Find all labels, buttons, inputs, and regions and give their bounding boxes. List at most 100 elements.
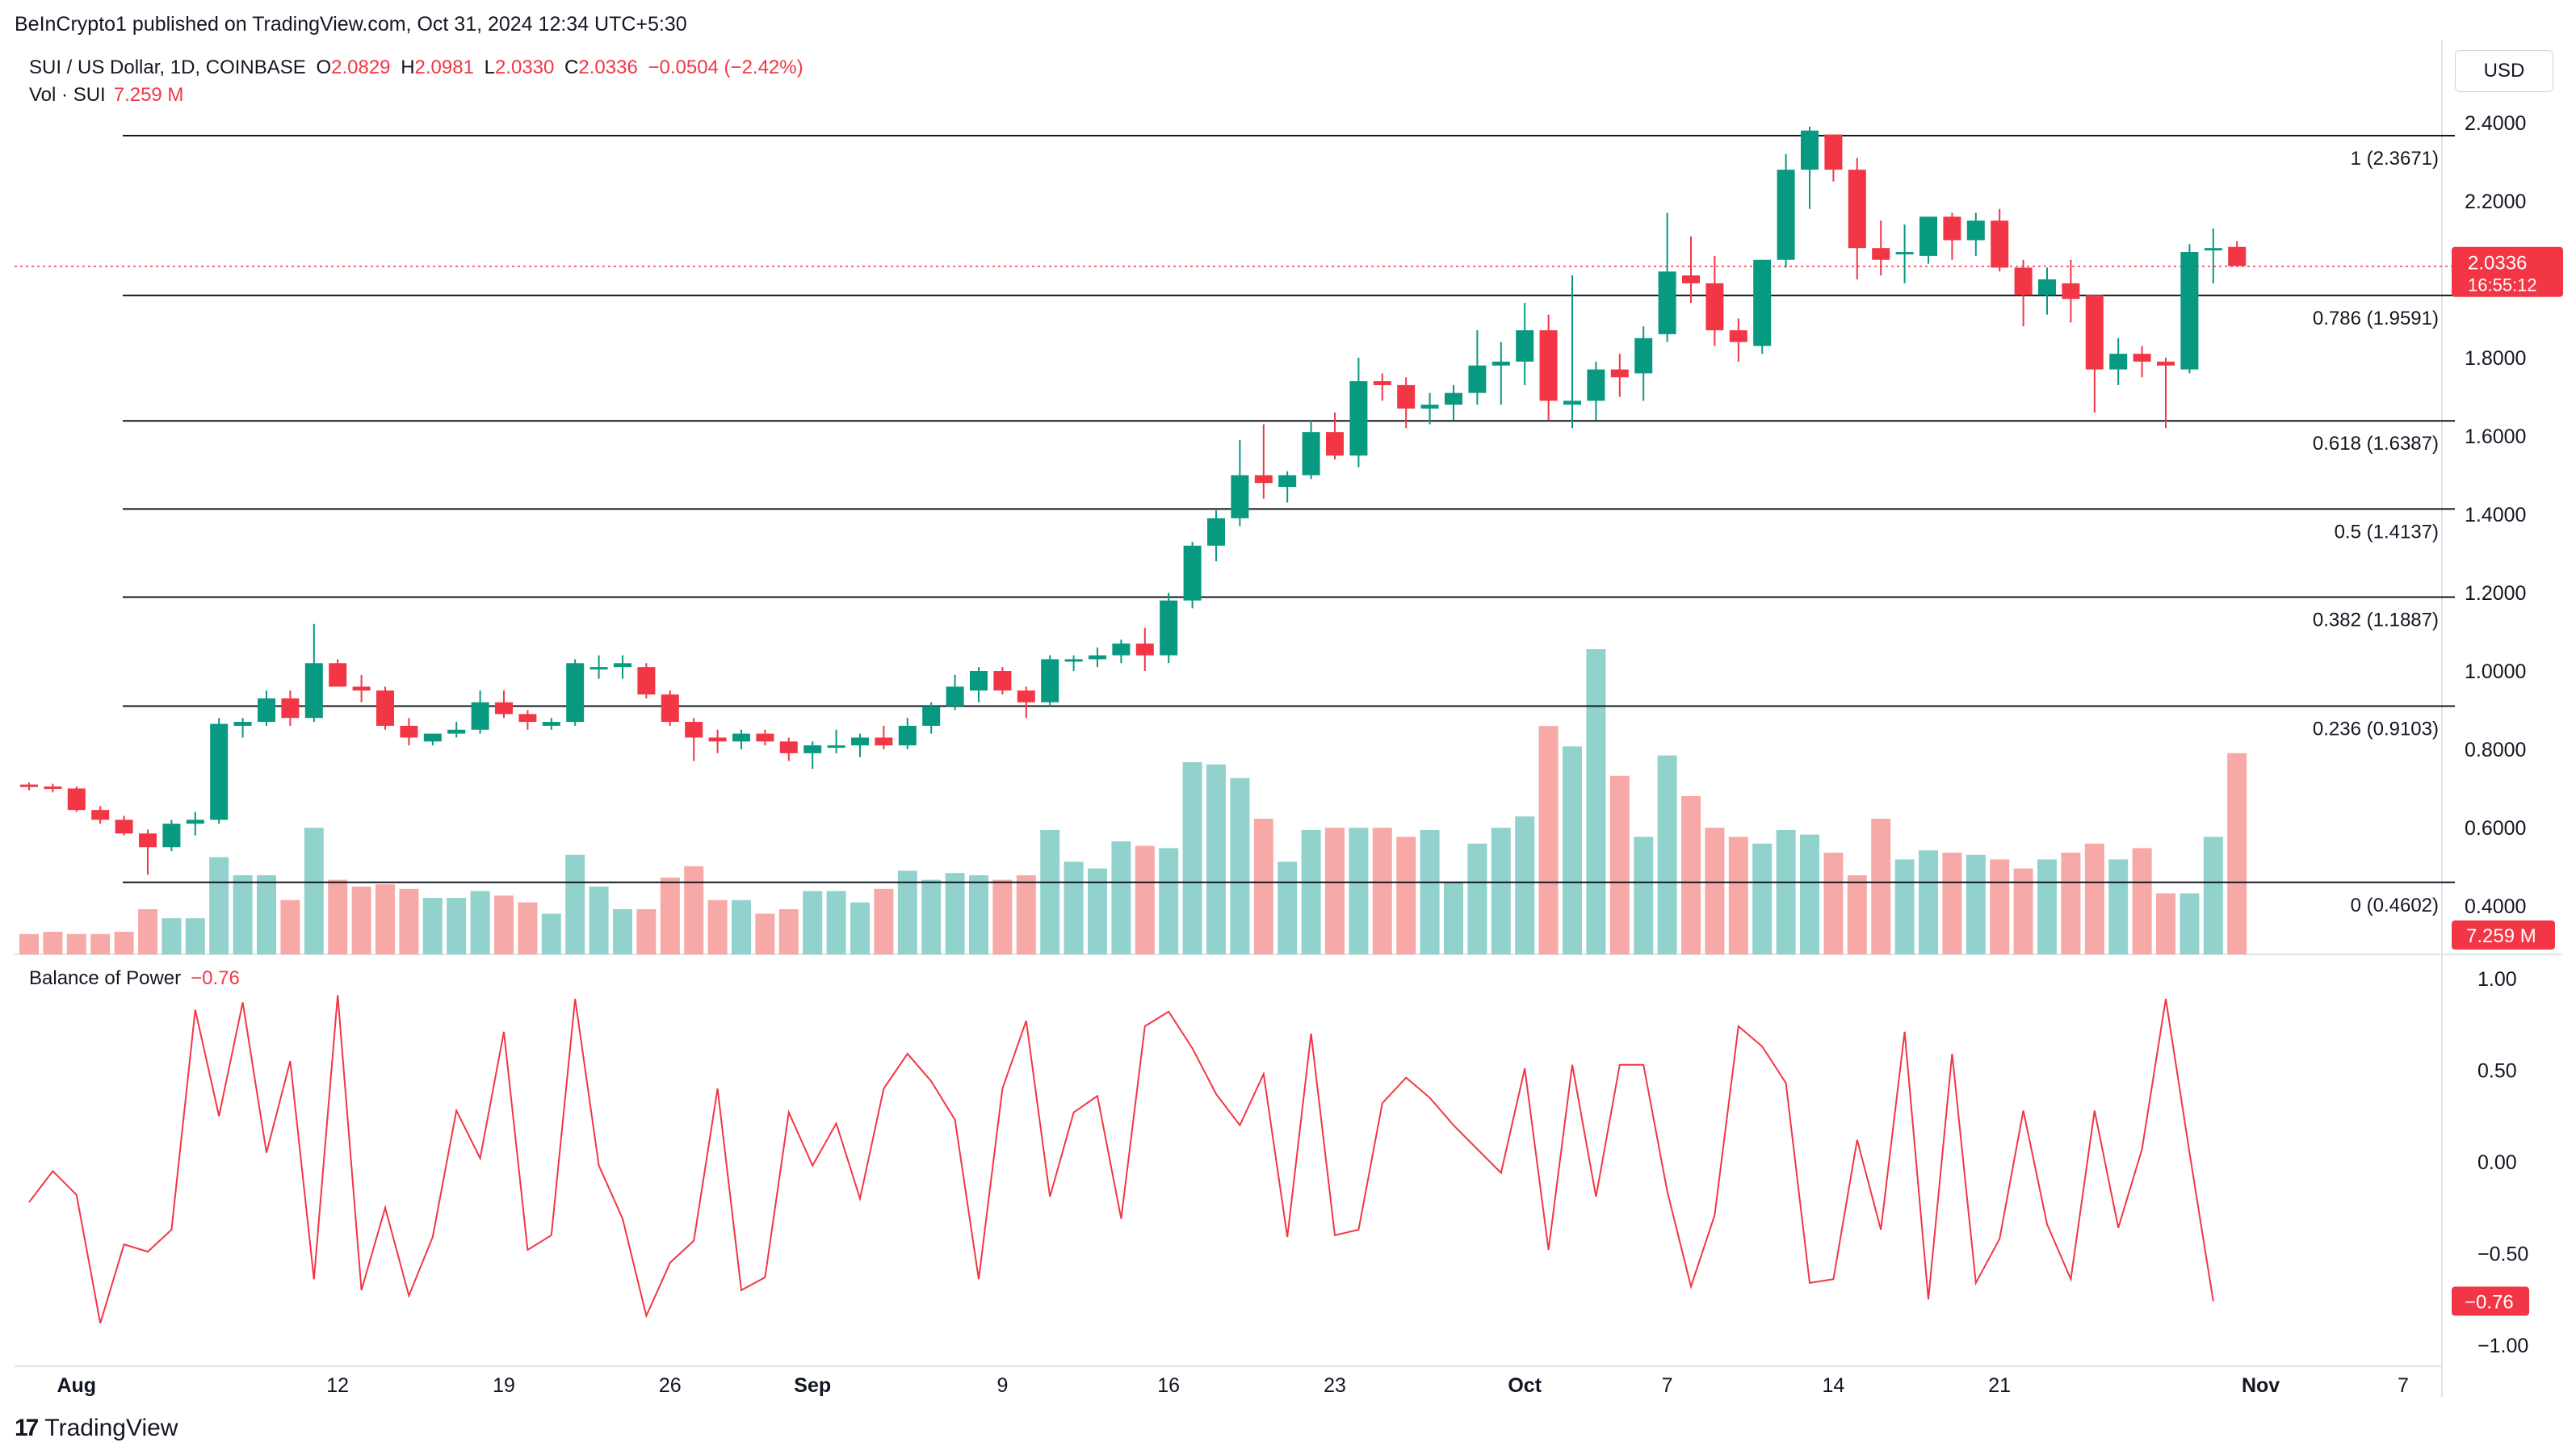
candle-body — [803, 745, 822, 753]
candle-body — [851, 737, 869, 746]
candle-body — [1777, 170, 1795, 260]
candle-body — [898, 725, 917, 746]
volume-bar — [447, 898, 467, 954]
candle-body — [44, 786, 62, 790]
candle-body — [495, 702, 513, 715]
candle-body — [661, 694, 679, 723]
volume-bar — [2061, 853, 2081, 954]
fib-level-label: 0.5 (1.4137) — [2335, 521, 2439, 543]
candle-body — [400, 725, 418, 738]
candle-body — [1753, 259, 1772, 346]
volume-bar — [1871, 819, 1891, 954]
candle-body — [20, 784, 38, 787]
volume-bar — [399, 888, 419, 954]
volume-bar — [494, 895, 514, 954]
candle-body — [115, 820, 133, 834]
volume-bar — [1349, 828, 1369, 954]
volume-bar — [1847, 875, 1867, 954]
volume-bar — [1111, 841, 1131, 954]
price-legend: SUI / US Dollar, 1D, COINBASE O2.0829 H2… — [29, 57, 803, 79]
candle-body — [1112, 644, 1131, 656]
volume-bar — [66, 933, 86, 954]
volume-bar — [684, 866, 704, 954]
candle-body — [67, 788, 86, 811]
candle-body — [1207, 518, 1225, 546]
candle-body — [1349, 381, 1368, 456]
candle-body — [1160, 600, 1178, 656]
candle-body — [1895, 252, 1914, 255]
bop-tick-label: −1.00 — [2477, 1335, 2528, 1357]
volume-bar — [2227, 753, 2247, 954]
volume-bar — [304, 828, 324, 954]
bop-tick-label: 0.50 — [2477, 1060, 2517, 1083]
bop-axis[interactable]: 1.00 0.50 0.00 −0.50 −1.00 −0.76 — [2452, 968, 2529, 1357]
volume-bar — [1990, 859, 2010, 954]
candle-body — [2062, 283, 2080, 300]
volume-bars — [19, 649, 2247, 954]
candle-body — [2133, 354, 2151, 362]
candle-body — [756, 733, 774, 742]
currency-button[interactable]: USD — [2455, 50, 2553, 92]
volume-bar — [2156, 893, 2175, 954]
candle-body — [91, 810, 110, 820]
candle-body — [1135, 644, 1154, 656]
price-tick-label: 1.2000 — [2465, 582, 2526, 605]
volume-bar — [422, 898, 443, 954]
price-tick-label: 2.2000 — [2465, 191, 2526, 213]
volume-bar — [1278, 862, 1298, 954]
volume-bar — [162, 918, 182, 954]
candle-body — [993, 671, 1012, 691]
candlesticks — [20, 126, 2247, 875]
volume-bar — [1823, 853, 1844, 954]
volume-bar — [1586, 649, 1606, 954]
volume-bar — [636, 909, 657, 954]
time-axis[interactable]: Aug 12 19 26 Sep 9 16 23 Oct 7 14 21 Nov 7 — [57, 1374, 2408, 1397]
volume-tag-value: 7.259 M — [2466, 925, 2536, 947]
bop-label[interactable]: Balance of Power — [29, 967, 182, 989]
candle-body — [2085, 295, 2104, 370]
candle-body — [589, 667, 608, 670]
volume-bar — [1420, 830, 1440, 954]
candle-body — [1587, 369, 1605, 401]
volume-label[interactable]: Vol · SUI — [29, 84, 106, 106]
candle-body — [1729, 330, 1747, 342]
candle-body — [1563, 400, 1581, 405]
volume-bar — [1657, 755, 1677, 954]
candle-body — [2180, 252, 2199, 370]
volume-bar — [2084, 843, 2104, 954]
price-axis[interactable]: 0.4000 0.6000 0.8000 1.0000 1.2000 1.4000 1.60… — [2452, 112, 2563, 950]
volume-tag — [2452, 920, 2555, 950]
candle-body — [732, 733, 750, 742]
candle-body — [186, 820, 204, 824]
bop-tick-label: 1.00 — [2477, 968, 2517, 991]
price-tick-label: 1.8000 — [2465, 347, 2526, 370]
symbol-title[interactable]: SUI / US Dollar, 1D, COINBASE — [29, 57, 306, 78]
candle-body — [304, 663, 323, 719]
volume-bar — [1515, 816, 1535, 954]
volume-bar — [1301, 830, 1321, 954]
volume-bar — [945, 873, 965, 954]
candle-body — [518, 714, 537, 723]
bop-value: −0.76 — [191, 967, 240, 989]
volume-bar — [1681, 796, 1701, 954]
candle-body — [542, 722, 560, 726]
volume-bar — [518, 902, 538, 954]
candle-body — [447, 729, 466, 734]
volume-bar — [1705, 828, 1725, 954]
tradingview-logo[interactable]: 17 TradingView — [15, 1415, 178, 1442]
close-value: 2.0336 — [578, 57, 638, 78]
current-price-countdown: 16:55:12 — [2468, 275, 2537, 296]
fib-level-label: 0.382 (1.1887) — [2313, 609, 2439, 631]
candle-body — [1445, 392, 1462, 405]
price-tick-label: 2.4000 — [2465, 112, 2526, 135]
candle-body — [708, 737, 727, 742]
volume-bar — [2037, 859, 2057, 954]
volume-bar — [43, 932, 63, 954]
time-tick-label: 26 — [659, 1374, 682, 1397]
bop-series-line — [28, 995, 2214, 1324]
fib-level-label: 0.618 (1.6387) — [2313, 433, 2439, 455]
volume-bar — [1491, 828, 1511, 954]
candle-body — [946, 686, 964, 707]
high-label: H — [401, 57, 415, 78]
